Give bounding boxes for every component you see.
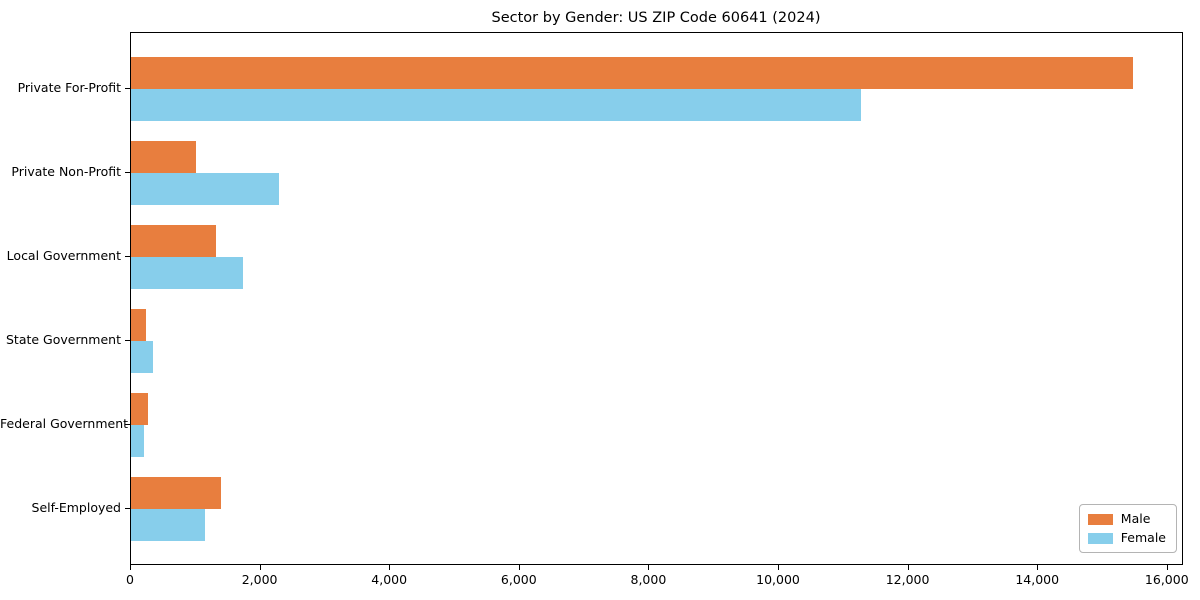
x-tick-label: 8,000 (630, 572, 667, 587)
y-tick-label: State Government (5, 332, 121, 347)
bar-male-4 (131, 393, 149, 425)
bar-female-0 (131, 89, 862, 121)
x-tick-label: 6,000 (500, 572, 537, 587)
x-tick-mark (778, 565, 779, 570)
legend-item-male: Male (1087, 511, 1166, 526)
x-tick-mark (1166, 565, 1168, 570)
x-tick-mark (648, 565, 650, 570)
y-tick-label: Self-Employed (31, 500, 121, 515)
legend-item-female: Female (1087, 530, 1166, 545)
legend-label-male: Male (1120, 511, 1151, 526)
y-tick-label: Federal Government (0, 416, 129, 431)
x-tick-label: 10,000 (756, 572, 800, 587)
y-tick-mark (125, 508, 130, 509)
chart-title: Sector by Gender: US ZIP Code 60641 (202… (491, 10, 821, 26)
bar-male-0 (131, 57, 1133, 89)
y-tick-label: Private For-Profit (17, 80, 121, 95)
bar-female-2 (131, 257, 244, 289)
plot-area (130, 32, 1183, 565)
y-tick-mark (125, 256, 130, 257)
legend: Male Female (1078, 504, 1177, 553)
bar-male-5 (131, 477, 222, 509)
legend-label-female: Female (1120, 530, 1166, 545)
female-color-swatch (1087, 532, 1113, 544)
y-tick-mark (125, 340, 130, 341)
bar-female-3 (131, 341, 154, 373)
x-tick-label: 0 (126, 572, 134, 587)
x-tick-label: 14,000 (1015, 572, 1060, 587)
x-tick-mark (1037, 565, 1039, 570)
x-tick-mark (518, 565, 520, 570)
y-tick-mark (125, 424, 130, 425)
x-tick-mark (907, 565, 909, 570)
x-tick-mark (389, 565, 391, 570)
bar-female-4 (131, 425, 144, 457)
x-tick-label: 16,000 (1144, 572, 1189, 587)
x-tick-label: 2,000 (241, 572, 278, 587)
bar-female-1 (131, 173, 280, 205)
y-tick-label: Private Non-Profit (11, 164, 121, 179)
bar-male-2 (131, 225, 216, 257)
bar-female-5 (131, 509, 205, 541)
x-tick-label: 4,000 (371, 572, 408, 587)
x-tick-mark (259, 565, 261, 570)
y-tick-mark (125, 88, 130, 89)
male-color-swatch (1087, 513, 1113, 525)
bar-male-1 (131, 141, 197, 173)
bar-male-3 (131, 309, 146, 341)
x-tick-mark (130, 565, 131, 570)
y-tick-label: Local Government (6, 248, 121, 263)
x-tick-label: 12,000 (885, 572, 930, 587)
y-tick-mark (125, 172, 130, 173)
